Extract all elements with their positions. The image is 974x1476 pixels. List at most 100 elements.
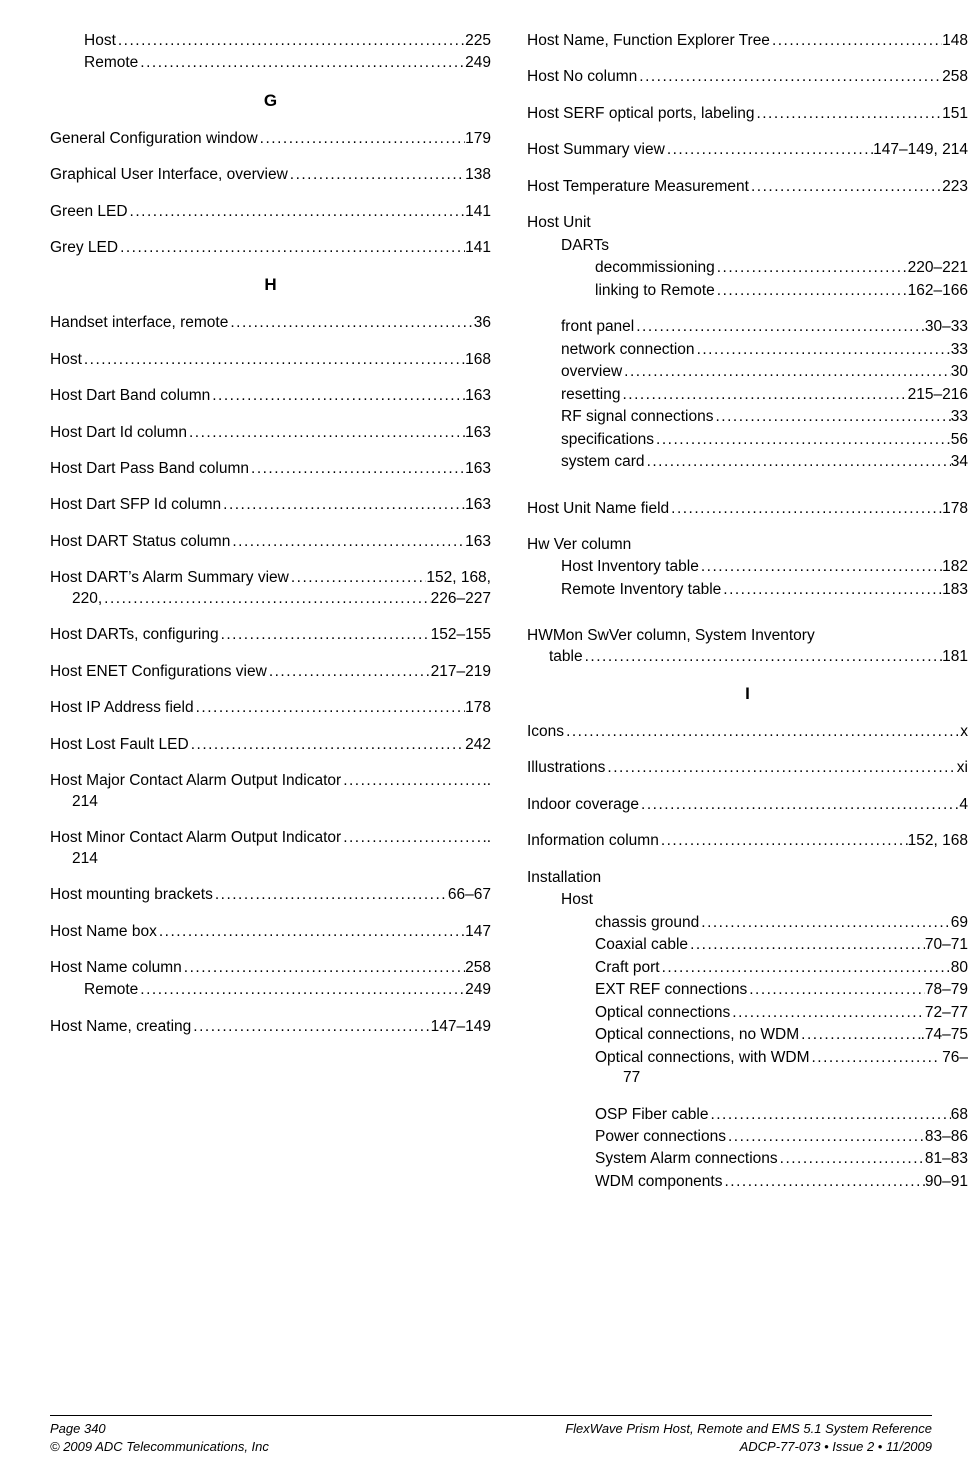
index-entry: Illustrationsxi [527, 757, 968, 779]
index-entry: Host ENET Configurations view217–219 [50, 661, 491, 683]
index-label: Host Inventory table [561, 556, 699, 578]
index-pages: 80 [951, 957, 968, 979]
index-entry: Host DARTs, configuring152–155 [50, 624, 491, 646]
leader-dots [102, 588, 430, 610]
index-label: General Configuration window [50, 128, 258, 150]
leader-dots [289, 567, 426, 589]
leader-dots [228, 312, 473, 334]
leader-dots [645, 451, 951, 473]
index-pages: 34 [951, 451, 968, 473]
index-pages: 56 [951, 429, 968, 451]
index-pages: 68 [951, 1104, 968, 1126]
index-pages: .74–75 [921, 1024, 968, 1046]
index-entry: network connection 33 [527, 339, 968, 361]
footer-page: Page 340 [50, 1420, 269, 1438]
leader-dots [699, 556, 942, 578]
index-label: specifications [561, 429, 654, 451]
index-pages: 220–221 [908, 257, 968, 279]
leader-dots [605, 757, 956, 779]
index-label: Host Name box [50, 921, 157, 943]
leader-dots [714, 406, 951, 428]
g-block: General Configuration window179 Graphical… [50, 128, 491, 260]
index-pages: 30 [951, 361, 968, 383]
index-entry: Host Minor Contact Alarm Output Indicato… [50, 827, 491, 849]
index-entry: Handset interface, remote36 [50, 312, 491, 334]
index-label: Green LED [50, 201, 128, 223]
index-label: Icons [527, 721, 564, 743]
index-label: decommissioning [595, 257, 715, 279]
index-label: 77 [623, 1067, 640, 1089]
index-entry: system card34 [527, 451, 968, 473]
index-entry: Host Lost Fault LED242 [50, 734, 491, 756]
index-entry: Host Dart Band column163 [50, 385, 491, 407]
leader-dots [210, 385, 465, 407]
index-entry: Host Name, Function Explorer Tree148 [527, 30, 968, 52]
index-pages: 163 [465, 422, 491, 444]
index-entry: Power connections83–86 [527, 1126, 968, 1148]
index-pages: 162–166 [908, 280, 968, 302]
index-entry: Host Name column258 [50, 957, 491, 979]
leader-dots [669, 498, 942, 520]
index-entry: Host Temperature Measurement 223 [527, 176, 968, 198]
leader-dots [341, 827, 487, 849]
index-label: 220, [72, 588, 102, 610]
leader-dots [639, 794, 959, 816]
index-entry: Host DART Status column163 [50, 531, 491, 553]
index-pages: 147–149, 214 [873, 139, 968, 161]
index-entry: Host IP Address field178 [50, 697, 491, 719]
leader-dots [695, 339, 951, 361]
leader-dots [659, 830, 908, 852]
index-pages: . [487, 770, 491, 792]
index-pages: xi [957, 757, 968, 779]
index-entry: 220,226–227 [72, 588, 491, 610]
right-column: Host Name, Function Explorer Tree148Host… [527, 30, 968, 1403]
leader-dots [230, 531, 465, 553]
index-label: Host Temperature Measurement [527, 176, 749, 198]
leader-dots [699, 912, 950, 934]
index-label: Graphical User Interface, overview [50, 164, 288, 186]
index-entry: Host225 [50, 30, 491, 52]
index-pages: 181 [942, 646, 968, 668]
leader-dots [341, 770, 487, 792]
index-pages: 217–219 [431, 661, 491, 683]
leader-dots [665, 139, 873, 161]
host-unit-darts-head: DARTs [527, 235, 968, 257]
index-label: Host Name, Function Explorer Tree [527, 30, 770, 52]
index-label: linking to Remote [595, 280, 715, 302]
index-entry-cont: 220,226–227 [50, 588, 491, 610]
index-label: Optical connections [595, 1002, 730, 1024]
index-entry: Remote249 [50, 52, 491, 74]
index-entry: Host Dart Id column163 [50, 422, 491, 444]
index-label: front panel [561, 316, 634, 338]
index-label: Host Minor Contact Alarm Output Indicato… [50, 827, 341, 849]
footer-left: Page 340 © 2009 ADC Telecommunications, … [50, 1420, 269, 1456]
index-pages: 258 [942, 66, 968, 88]
index-pages: 223 [942, 176, 968, 198]
index-entry: Graphical User Interface, overview138 [50, 164, 491, 186]
index-label: Indoor coverage [527, 794, 639, 816]
index-entry: 214 [72, 791, 491, 813]
index-label: Coaxial cable [595, 934, 688, 956]
index-pages: x [960, 721, 968, 743]
leader-dots [799, 1024, 920, 1046]
leader-dots [138, 52, 465, 74]
index-label: Power connections [595, 1126, 726, 1148]
index-entry: Remote Inventory table183 [527, 579, 968, 601]
leader-dots [118, 237, 465, 259]
index-pages: 70–71 [925, 934, 968, 956]
page: Host225Remote249 G General Configuration… [0, 0, 974, 1476]
index-entry: EXT REF connections78–79 [527, 979, 968, 1001]
index-label: network connection [561, 339, 695, 361]
leader-dots [187, 422, 465, 444]
index-pages: 183 [942, 579, 968, 601]
index-pages: 33 [951, 339, 968, 361]
index-pages: 152, 168, [426, 567, 491, 589]
index-entry: Host DART’s Alarm Summary view152, 168, [50, 567, 491, 589]
leader-dots [82, 349, 465, 371]
index-entry: Optical connections, no WDM.74–75 [527, 1024, 968, 1046]
leader-dots [191, 1016, 430, 1038]
leader-dots [249, 458, 465, 480]
index-entry: General Configuration window179 [50, 128, 491, 150]
index-label: Craft port [595, 957, 660, 979]
index-entry: Indoor coverage4 [527, 794, 968, 816]
